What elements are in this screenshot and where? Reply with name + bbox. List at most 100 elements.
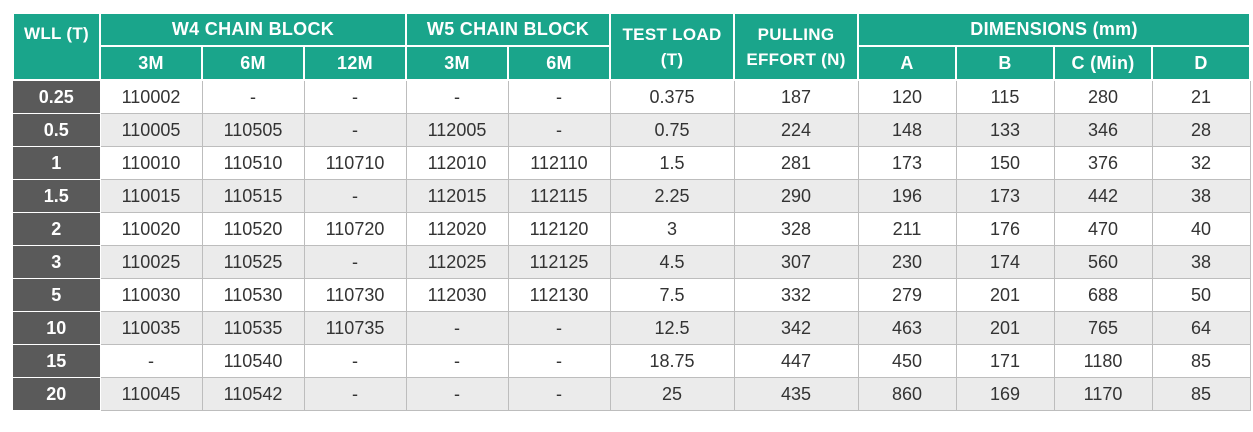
cell-dim-b: 201: [955, 311, 1055, 345]
cell-w5-6m: 112120: [507, 212, 611, 246]
cell-w4-6m: 110530: [201, 278, 305, 312]
header-dimensions: DIMENSIONS (mm): [857, 12, 1252, 47]
cell-dim-c-min: 765: [1053, 311, 1153, 345]
cell-w5-3m: 112015: [405, 179, 509, 213]
cell-test-load: 12.5: [609, 311, 735, 345]
cell-dim-a: 279: [857, 278, 957, 312]
header-w4-3m: 3M: [99, 45, 203, 81]
cell-w4-3m: 110010: [99, 146, 203, 180]
cell-w5-3m: 112010: [405, 146, 509, 180]
cell-pulling-effort: 281: [733, 146, 859, 180]
cell-w4-6m: 110540: [201, 344, 305, 378]
cell-w5-3m: 112030: [405, 278, 509, 312]
cell-dim-a: 196: [857, 179, 957, 213]
cell-w5-3m: -: [405, 311, 509, 345]
header-test-load: TEST LOAD (T): [609, 12, 736, 81]
cell-dim-a: 860: [857, 377, 957, 411]
cell-w4-3m: 110002: [99, 79, 203, 114]
header-dim-a: A: [857, 45, 958, 81]
cell-dim-b: 171: [955, 344, 1055, 378]
header-dim-d: D: [1151, 45, 1252, 81]
cell-dim-b: 201: [955, 278, 1055, 312]
cell-dim-d: 21: [1151, 79, 1251, 114]
cell-dim-d: 50: [1151, 278, 1251, 312]
cell-w5-6m: 112115: [507, 179, 611, 213]
cell-dim-c-min: 346: [1053, 113, 1153, 147]
table-header: WLL (T) W4 CHAIN BLOCK W5 CHAIN BLOCK TE…: [12, 12, 1252, 81]
cell-wll: 20: [13, 377, 101, 411]
cell-w4-6m: 110520: [201, 212, 305, 246]
cell-w5-3m: -: [405, 344, 509, 378]
cell-dim-c-min: 376: [1053, 146, 1153, 180]
cell-dim-c-min: 442: [1053, 179, 1153, 213]
cell-w5-3m: -: [405, 79, 509, 114]
cell-test-load: 25: [609, 377, 735, 411]
cell-w4-12m: -: [303, 377, 407, 411]
cell-pulling-effort: 290: [733, 179, 859, 213]
cell-w4-6m: 110535: [201, 311, 305, 345]
cell-dim-b: 133: [955, 113, 1055, 147]
cell-w5-6m: 112110: [507, 146, 611, 180]
cell-w4-3m: -: [99, 344, 203, 378]
cell-w4-3m: 110035: [99, 311, 203, 345]
cell-w5-6m: -: [507, 377, 611, 411]
cell-w5-3m: 112005: [405, 113, 509, 147]
cell-dim-a: 230: [857, 245, 957, 279]
cell-test-load: 0.375: [609, 79, 735, 114]
cell-w4-6m: 110510: [201, 146, 305, 180]
table-row: 1.5 110015 110515-112015 112115 2.25 290 196 17…: [13, 179, 1251, 213]
cell-pulling-effort: 307: [733, 245, 859, 279]
cell-dim-d: 85: [1151, 377, 1251, 411]
header-pulling-effort: PULLING EFFORT (N): [733, 12, 860, 81]
header-dim-c-min: C (Min): [1053, 45, 1154, 81]
cell-wll: 2: [13, 212, 101, 246]
cell-w4-6m: 110515: [201, 179, 305, 213]
cell-w4-3m: 110045: [99, 377, 203, 411]
cell-dim-b: 169: [955, 377, 1055, 411]
cell-w4-12m: -: [303, 245, 407, 279]
cell-pulling-effort: 224: [733, 113, 859, 147]
cell-dim-b: 115: [955, 79, 1055, 114]
cell-w4-6m: 110525: [201, 245, 305, 279]
header-w5-chain-block: W5 CHAIN BLOCK: [404, 12, 612, 47]
cell-dim-a: 148: [857, 113, 957, 147]
cell-w4-6m: 110505: [201, 113, 305, 147]
cell-w4-12m: 110710: [303, 146, 407, 180]
cell-dim-c-min: 470: [1053, 212, 1153, 246]
header-w4-chain-block: W4 CHAIN BLOCK: [99, 12, 407, 47]
table-row: 10 110035 110535 110735- -12.5 342 463 201 765 64: [13, 311, 1251, 345]
table-row: 15-110540- - -18.75 447 450 171 1180 85: [13, 344, 1251, 378]
cell-pulling-effort: 187: [733, 79, 859, 114]
header-w5-3m: 3M: [405, 45, 509, 81]
chain-block-spec-table: WLL (T) W4 CHAIN BLOCK W5 CHAIN BLOCK TE…: [12, 12, 1252, 411]
table-row: 3 110025 110525-112025 112125 4.5 307 230 174 56…: [13, 245, 1251, 279]
cell-w5-6m: 112125: [507, 245, 611, 279]
cell-w5-3m: 112025: [405, 245, 509, 279]
cell-dim-c-min: 688: [1053, 278, 1153, 312]
cell-dim-d: 40: [1151, 212, 1251, 246]
cell-w4-12m: -: [303, 179, 407, 213]
cell-wll: 10: [13, 311, 101, 345]
cell-pulling-effort: 332: [733, 278, 859, 312]
cell-w4-3m: 110025: [99, 245, 203, 279]
cell-pulling-effort: 328: [733, 212, 859, 246]
cell-dim-b: 174: [955, 245, 1055, 279]
cell-dim-b: 176: [955, 212, 1055, 246]
cell-dim-d: 38: [1151, 245, 1251, 279]
cell-w5-6m: -: [507, 113, 611, 147]
cell-test-load: 18.75: [609, 344, 735, 378]
cell-test-load: 3: [609, 212, 735, 246]
cell-wll: 1.5: [13, 179, 101, 213]
cell-wll: 0.5: [13, 113, 101, 147]
cell-w4-12m: 110735: [303, 311, 407, 345]
chain-block-table-container: WLL (T) W4 CHAIN BLOCK W5 CHAIN BLOCK TE…: [12, 12, 1252, 411]
table-row: 20 110045 110542- - -25 435 860 169 1170 85: [13, 377, 1251, 411]
cell-dim-d: 32: [1151, 146, 1251, 180]
cell-w4-12m: -: [303, 344, 407, 378]
cell-dim-a: 450: [857, 344, 957, 378]
cell-test-load: 7.5: [609, 278, 735, 312]
cell-pulling-effort: 447: [733, 344, 859, 378]
cell-dim-c-min: 280: [1053, 79, 1153, 114]
cell-dim-d: 64: [1151, 311, 1251, 345]
cell-dim-d: 28: [1151, 113, 1251, 147]
